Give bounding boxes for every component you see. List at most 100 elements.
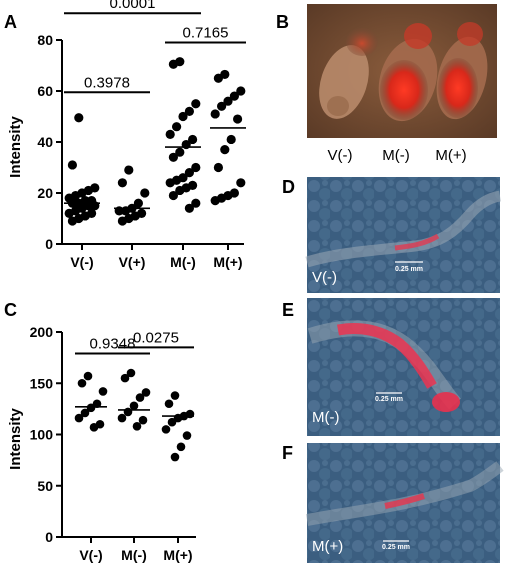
micro-label-d: V(-) [312,269,337,286]
p-value-a-2: 0.7165 [183,25,229,42]
data-point-a-2-3 [184,106,194,116]
photo-label-vminus: V(-) [328,147,353,164]
x-tick-label-a-3: M(+) [213,254,242,270]
fly-mplus [436,22,488,120]
data-point-a-0-1 [67,160,77,170]
data-point-a-2-19 [168,190,178,201]
micrograph-e [307,298,500,436]
panel-letter-b: B [276,12,289,32]
p-value-c-1: 0.0275 [133,329,179,346]
p-value-a-1: 0.3978 [84,74,130,91]
data-point-c-1-5 [123,407,133,417]
data-point-c-1-3 [135,393,145,402]
p-value-c-0: 0.9348 [90,336,136,353]
panel-letter-a: A [4,12,17,32]
data-point-a-2-18 [175,185,185,196]
data-point-a-0-19 [67,216,77,226]
axis-c: 0 50 100 150 200 V(-) M(-) M(+) [30,324,196,563]
panel-e: E 0.25 mm M(-) [282,298,500,436]
y-tick-label-c-0: 0 [45,529,53,545]
data-point-c-0-4 [86,403,96,413]
data-point-a-1-2 [140,188,150,198]
y-tick-label-a-1: 20 [37,185,53,201]
fly-vminus [319,28,378,119]
data-point-a-3-8 [226,134,236,145]
panel-a: A Intensity 0 20 40 60 80 V(-) V(+) M(-) M(+) 0.… [4,0,246,270]
axis-a: 0 20 40 60 80 V(-) V(+) M(-) M(+) [37,32,244,270]
gut-signal-e [337,323,437,389]
x-tick-label-a-1: V(+) [119,254,146,270]
data-point-a-3-7 [233,114,243,124]
data-point-a-1-3 [133,198,143,208]
data-point-a-3-9 [220,145,230,155]
micrograph-d [307,177,500,293]
y-tick-label-a-2: 40 [37,134,53,150]
data-point-c-1-8 [132,422,142,431]
data-point-a-3-1 [213,73,223,83]
data-point-a-2-10 [168,152,178,162]
panel-b: B V(-) M(-) M(+) [276,4,497,164]
data-point-a-0-0 [74,113,84,123]
data-point-c-0-6 [74,413,84,423]
data-point-a-2-6 [165,129,175,139]
micro-label-e: M(-) [312,409,339,426]
data-point-a-3-5 [217,101,227,111]
data-point-a-2-4 [178,111,188,122]
x-tick-label-a-2: M(-) [170,254,196,270]
data-point-c-0-0 [83,371,93,381]
data-point-a-2-21 [184,203,194,213]
y-tick-label-c-1: 50 [37,478,53,494]
y-tick-label-a-3: 60 [37,83,53,99]
y-tick-label-c-3: 150 [30,375,54,391]
panel-letter-e: E [282,300,294,320]
panel-c: C Intensity 0 50 100 150 200 V(-) M(-) M(+) 0.9… [4,300,196,563]
y-tick-label-c-2: 100 [30,427,54,443]
y-axis-title-c: Intensity [7,408,24,470]
gut-tube-f [305,461,504,526]
panel-d: D 0.25 mm V(-) [282,177,502,293]
data-point-c-2-6 [161,425,171,434]
gut-tube-d [305,190,502,268]
data-point-a-2-2 [191,99,201,109]
data-point-a-2-12 [184,168,194,178]
data-point-a-3-2 [236,86,246,96]
data-point-c-0-5 [80,408,90,418]
panel-letter-d: D [282,177,295,197]
data-point-c-0-2 [98,387,108,396]
data-point-c-2-9 [170,452,180,462]
data-point-c-0-1 [77,378,87,388]
gut-signal-d [394,233,440,251]
data-point-a-2-9 [175,147,185,157]
data-point-c-2-5 [167,417,177,427]
data-point-c-1-4 [129,401,139,411]
fly-mminus [378,23,438,122]
y-tick-label-a-4: 80 [37,32,53,48]
data-point-c-2-7 [182,431,192,440]
data-point-a-2-11 [191,162,201,173]
data-point-c-0-8 [89,423,99,432]
data-point-a-2-15 [165,178,175,188]
data-point-a-3-11 [236,178,246,188]
data-point-a-3-3 [229,91,239,101]
data-point-c-1-6 [117,413,127,423]
y-tick-label-c-4: 200 [30,324,54,340]
data-point-a-1-10 [117,216,127,226]
data-point-a-2-20 [191,198,201,208]
data-point-a-2-1 [168,59,178,69]
data-point-a-3-10 [213,162,223,173]
scale-label-d: 0.25 mm [395,266,423,273]
y-axis-title-a: Intensity [7,116,24,178]
data-point-a-2-7 [188,134,198,145]
gut-signal-blob-e [432,392,460,412]
points-a: 0.0001 0.3978 0.7165 [64,0,246,226]
data-point-a-0-15 [64,208,74,218]
x-tick-label-a-0: V(-) [70,254,93,270]
data-point-c-2-0 [170,391,180,400]
panel-letter-c: C [4,300,17,320]
photo-label-mminus: M(-) [382,147,409,164]
x-tick-label-c-1: M(-) [121,547,147,563]
data-point-a-1-1 [117,178,127,188]
micro-label-f: M(+) [312,538,343,555]
gut-signal-f [384,493,425,509]
